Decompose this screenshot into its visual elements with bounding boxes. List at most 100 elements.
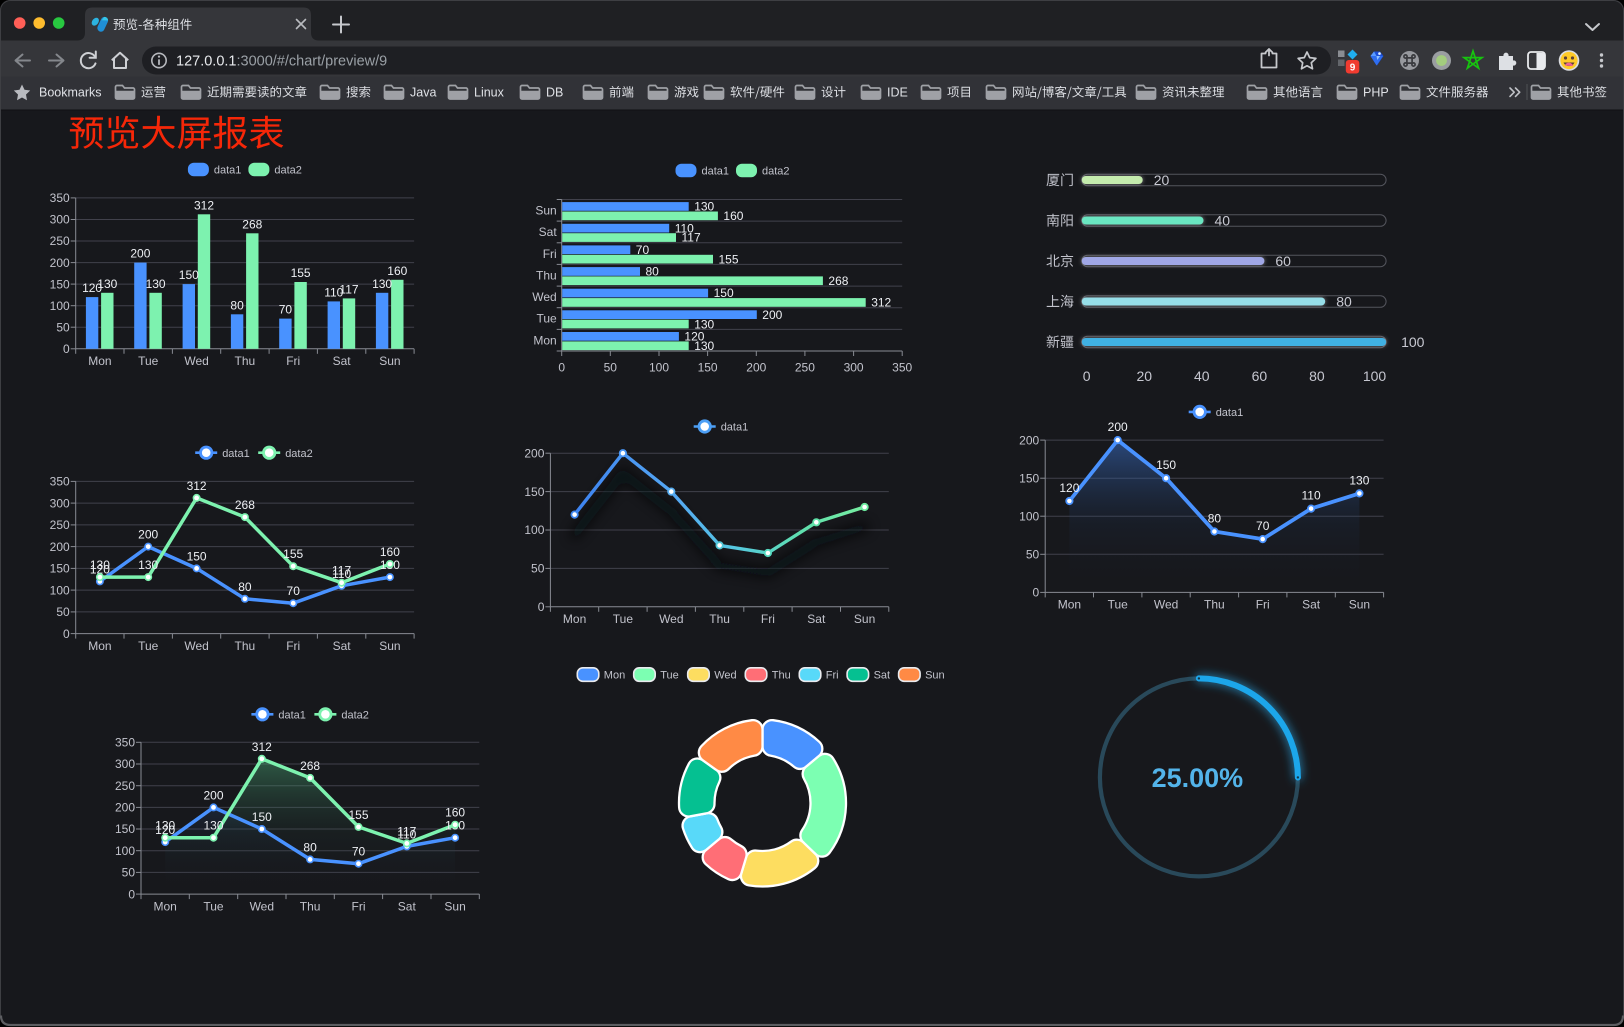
svg-text:160: 160 [387,264,407,278]
svg-text:100: 100 [1401,334,1425,350]
svg-text:Sun: Sun [535,204,556,218]
svg-text:150: 150 [1156,458,1176,472]
svg-text:Fri: Fri [286,639,300,653]
svg-text:150: 150 [252,810,272,824]
svg-text:250: 250 [50,234,70,248]
svg-text:100: 100 [50,299,70,313]
svg-text:150: 150 [714,286,734,300]
svg-text:Sun: Sun [379,354,400,368]
svg-text:Fri: Fri [543,247,557,261]
svg-text:200: 200 [762,308,782,322]
svg-text:0: 0 [538,600,545,614]
svg-text:200: 200 [115,801,135,815]
svg-text:60: 60 [1252,368,1268,384]
svg-text:Fri: Fri [761,612,775,626]
svg-text:Sun: Sun [379,639,400,653]
svg-text:Tue: Tue [138,354,159,368]
svg-text:80: 80 [1336,294,1352,310]
svg-text:70: 70 [352,845,366,859]
svg-text:200: 200 [50,540,70,554]
svg-text:data1: data1 [1216,407,1244,419]
svg-text:Linux: Linux [474,86,505,100]
svg-text:50: 50 [1026,548,1040,562]
svg-text:20: 20 [1137,368,1153,384]
svg-text:130: 130 [1349,473,1369,487]
svg-text:350: 350 [50,191,70,205]
svg-text:PHP: PHP [1363,86,1389,100]
svg-text:Thu: Thu [235,639,256,653]
svg-text:130: 130 [203,819,223,833]
svg-text:127.0.0.1:3000/#/chart/preview: 127.0.0.1:3000/#/chart/preview/9 [176,54,387,70]
svg-text:Sat: Sat [398,899,417,913]
svg-text:268: 268 [242,217,262,231]
svg-text:120: 120 [90,562,110,576]
svg-text:Mon: Mon [533,333,556,347]
svg-text:200: 200 [138,528,158,542]
svg-text:80: 80 [1208,512,1222,526]
svg-text:312: 312 [871,296,891,310]
svg-text:50: 50 [122,866,136,880]
svg-text:Tue: Tue [613,612,634,626]
svg-text:Sat: Sat [874,670,891,682]
svg-text:120: 120 [155,823,175,837]
svg-text:100: 100 [1363,368,1387,384]
svg-text:Bookmarks: Bookmarks [39,86,102,100]
svg-text:100: 100 [50,583,70,597]
svg-text:250: 250 [795,361,815,375]
svg-text:Sat: Sat [1302,598,1321,612]
svg-text:70: 70 [1256,519,1270,533]
svg-text:250: 250 [115,779,135,793]
svg-text:117: 117 [332,564,351,578]
svg-text:130: 130 [146,277,166,291]
svg-text:312: 312 [187,479,207,493]
svg-text:Sun: Sun [925,670,945,682]
svg-text:268: 268 [828,274,848,288]
svg-text:80: 80 [230,298,244,312]
svg-text:Sat: Sat [807,612,826,626]
svg-text:Sat: Sat [539,225,558,239]
svg-text:200: 200 [203,788,223,802]
svg-text:Mon: Mon [88,354,111,368]
svg-text:0: 0 [1033,586,1040,600]
svg-text:70: 70 [636,243,650,257]
svg-text:130: 130 [694,317,714,331]
svg-text:50: 50 [604,361,618,375]
svg-text:data2: data2 [274,165,302,177]
svg-text:Thu: Thu [536,268,557,282]
svg-text:9: 9 [1350,62,1356,73]
svg-text:Tue: Tue [660,670,679,682]
svg-text:100: 100 [649,361,669,375]
svg-text:Thu: Thu [1204,598,1225,612]
svg-text:130: 130 [694,200,714,214]
svg-text:150: 150 [115,822,135,836]
svg-text:130: 130 [138,558,158,572]
svg-text:Wed: Wed [184,354,208,368]
svg-text:110: 110 [332,567,351,581]
svg-text:data1: data1 [702,166,730,178]
svg-text:Mon: Mon [1058,598,1081,612]
svg-text:Tue: Tue [203,899,224,913]
svg-text:250: 250 [50,518,70,532]
svg-text:data2: data2 [285,448,313,460]
svg-text:40: 40 [1194,368,1210,384]
svg-text:Tue: Tue [536,312,557,326]
svg-text:200: 200 [524,446,544,460]
svg-text:150: 150 [179,268,199,282]
svg-text:268: 268 [300,759,320,773]
svg-text:data1: data1 [222,448,250,460]
svg-text:70: 70 [279,303,293,317]
svg-text:Thu: Thu [709,612,730,626]
svg-text:100: 100 [524,523,544,537]
svg-text:Java: Java [410,86,436,100]
svg-text:120: 120 [684,330,704,344]
svg-text:312: 312 [194,198,214,212]
svg-text:110: 110 [324,285,343,299]
svg-text:data2: data2 [341,710,369,722]
svg-text:Mon: Mon [88,639,111,653]
svg-text:Fri: Fri [826,670,839,682]
svg-text:Mon: Mon [154,899,177,913]
svg-text:Wed: Wed [532,290,556,304]
svg-text:350: 350 [50,475,70,489]
svg-text:150: 150 [50,562,70,576]
svg-text:150: 150 [524,485,544,499]
